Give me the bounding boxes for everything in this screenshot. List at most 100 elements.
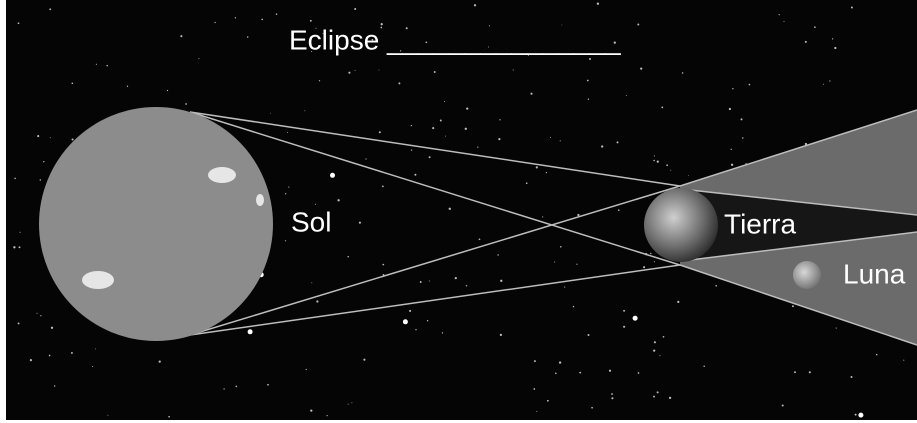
star: [616, 141, 618, 143]
sun-label: Sol: [291, 206, 331, 237]
star: [555, 373, 557, 375]
star: [536, 166, 538, 168]
star: [50, 137, 51, 138]
star: [661, 107, 663, 109]
star: [500, 334, 502, 336]
star: [829, 80, 830, 81]
star: [92, 366, 93, 367]
sun-spot: [82, 271, 114, 289]
star: [782, 404, 784, 406]
star: [54, 385, 55, 386]
star: [180, 35, 182, 37]
star: [497, 254, 498, 255]
star: [731, 164, 733, 166]
star: [653, 160, 655, 162]
star: [654, 341, 656, 343]
star: [465, 128, 467, 130]
star: [382, 264, 384, 266]
star: [442, 332, 443, 333]
star: [794, 371, 796, 373]
star: [903, 360, 904, 361]
star: [127, 86, 128, 87]
star: [159, 360, 161, 362]
star: [316, 300, 318, 302]
star: [526, 182, 528, 184]
star: [623, 326, 625, 328]
star: [379, 131, 381, 133]
star: [247, 36, 249, 38]
star: [359, 222, 361, 224]
star: [382, 186, 384, 188]
star: [267, 384, 269, 386]
star: [432, 127, 434, 129]
star: [858, 413, 863, 418]
star: [351, 402, 352, 403]
star: [107, 415, 108, 416]
star: [261, 19, 263, 21]
star: [546, 172, 547, 173]
star: [663, 336, 665, 338]
star: [638, 372, 640, 374]
star: [589, 58, 591, 60]
star: [18, 322, 20, 324]
star: [587, 80, 589, 82]
star: [832, 38, 833, 39]
star: [643, 266, 645, 268]
star: [559, 361, 561, 363]
star: [657, 160, 659, 162]
earth: [644, 188, 718, 262]
sun: [39, 107, 273, 341]
star: [288, 187, 289, 188]
star: [37, 313, 38, 314]
star: [729, 108, 731, 110]
star: [348, 404, 349, 405]
star: [783, 21, 784, 22]
star: [670, 170, 671, 171]
moon-label: Luna: [843, 258, 906, 289]
star: [576, 264, 577, 265]
star: [13, 246, 15, 248]
star: [703, 365, 704, 366]
star: [337, 199, 339, 201]
star: [626, 95, 627, 96]
star: [650, 253, 651, 254]
star: [588, 99, 589, 100]
star: [814, 26, 816, 28]
star: [855, 414, 857, 416]
star: [429, 280, 430, 281]
star: [30, 359, 32, 361]
star: [306, 369, 307, 370]
title: Eclipse _______________: [289, 24, 621, 55]
star: [850, 376, 852, 378]
star: [554, 261, 555, 262]
star: [444, 101, 445, 102]
page: Eclipse _______________ Sol Tierra Luna …: [0, 0, 917, 423]
star: [20, 232, 21, 233]
moon: [793, 261, 821, 289]
star: [403, 319, 408, 324]
star: [742, 137, 743, 138]
star: [434, 71, 436, 73]
star: [591, 407, 593, 409]
star: [214, 22, 215, 23]
star: [749, 84, 751, 86]
star: [732, 88, 733, 89]
star: [500, 280, 502, 282]
star: [542, 216, 543, 217]
star: [185, 103, 187, 105]
star: [285, 240, 286, 241]
star: [440, 120, 442, 122]
star: [560, 246, 562, 248]
star: [235, 386, 237, 388]
star: [659, 355, 660, 356]
star: [666, 164, 668, 166]
star: [550, 137, 551, 138]
star: [427, 320, 428, 321]
star: [741, 118, 743, 120]
star: [657, 391, 659, 393]
star: [731, 149, 732, 150]
star: [597, 3, 599, 5]
star: [355, 70, 356, 71]
star: [14, 178, 16, 180]
star: [43, 161, 44, 162]
